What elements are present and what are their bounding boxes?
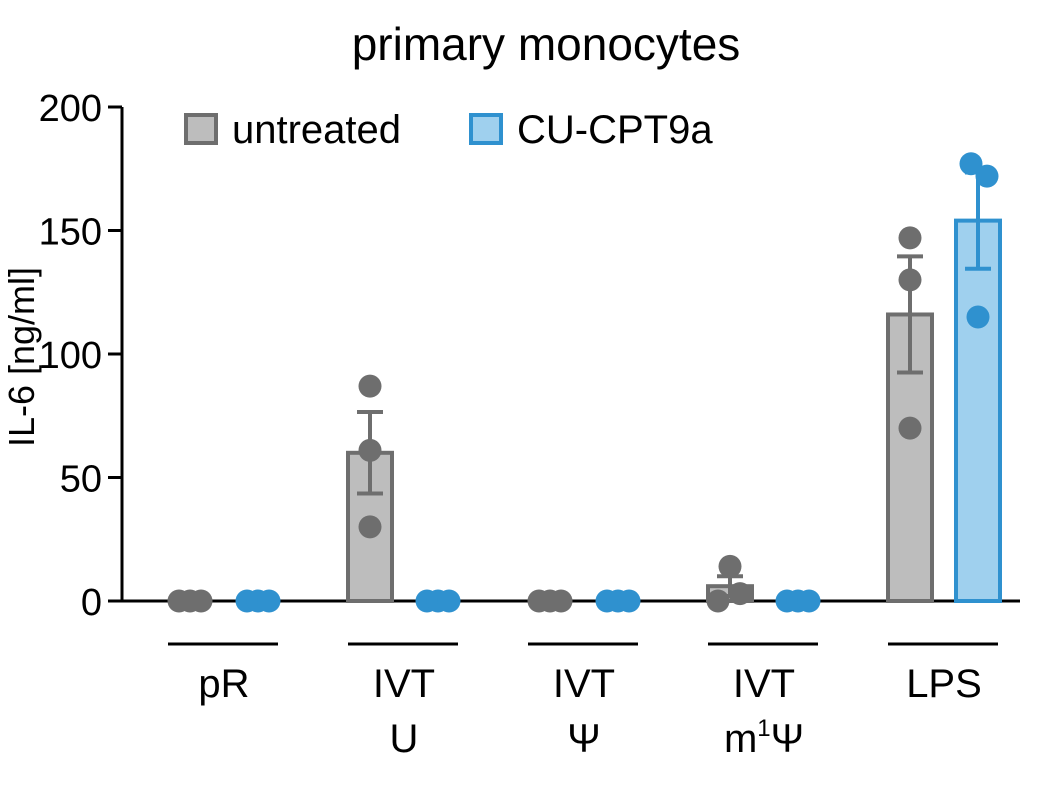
data-point <box>728 582 752 606</box>
data-point <box>898 226 922 250</box>
category-label: IVT <box>553 662 615 706</box>
data-point <box>549 589 573 613</box>
category-labels: pR IVT U IVT Ψ IVT m1Ψ LPS <box>168 642 998 761</box>
y-tick-label: 0 <box>81 582 102 624</box>
legend-swatch <box>184 113 218 145</box>
data-point <box>358 374 382 398</box>
bar <box>954 218 1002 603</box>
category-label: IVT <box>373 662 435 706</box>
data-point <box>959 152 983 176</box>
data-point <box>437 589 461 613</box>
legend: untreated CU-CPT9a <box>184 108 713 152</box>
data-point <box>966 305 990 329</box>
data-point <box>718 554 742 578</box>
legend-label: CU-CPT9a <box>517 108 713 152</box>
chart-title: primary monocytes <box>352 18 741 70</box>
category-label: LPS <box>906 662 982 706</box>
y-tick-label: 100 <box>39 335 102 377</box>
data-point <box>975 164 999 188</box>
y-tick-label: 150 <box>39 212 102 254</box>
data-point <box>358 438 382 462</box>
bar <box>886 312 934 603</box>
axes: 0 50 100 150 200 <box>39 88 1020 624</box>
data-point <box>898 268 922 292</box>
y-tick-label: 50 <box>60 459 102 501</box>
data-point <box>706 589 730 613</box>
y-tick-label: 200 <box>39 88 102 130</box>
bars <box>167 152 1002 613</box>
legend-swatch <box>469 113 503 145</box>
category-label: m1Ψ <box>724 715 804 761</box>
data-point <box>358 515 382 539</box>
data-point <box>898 416 922 440</box>
data-point <box>257 589 281 613</box>
data-point <box>189 589 213 613</box>
data-point <box>797 589 821 613</box>
legend-label: untreated <box>232 108 401 152</box>
category-label: U <box>390 717 419 761</box>
category-label: IVT <box>733 662 795 706</box>
category-label: pR <box>198 662 249 706</box>
category-label: Ψ <box>567 717 600 761</box>
y-axis-label: IL-6 [ng/ml] <box>1 267 42 447</box>
data-point <box>617 589 641 613</box>
